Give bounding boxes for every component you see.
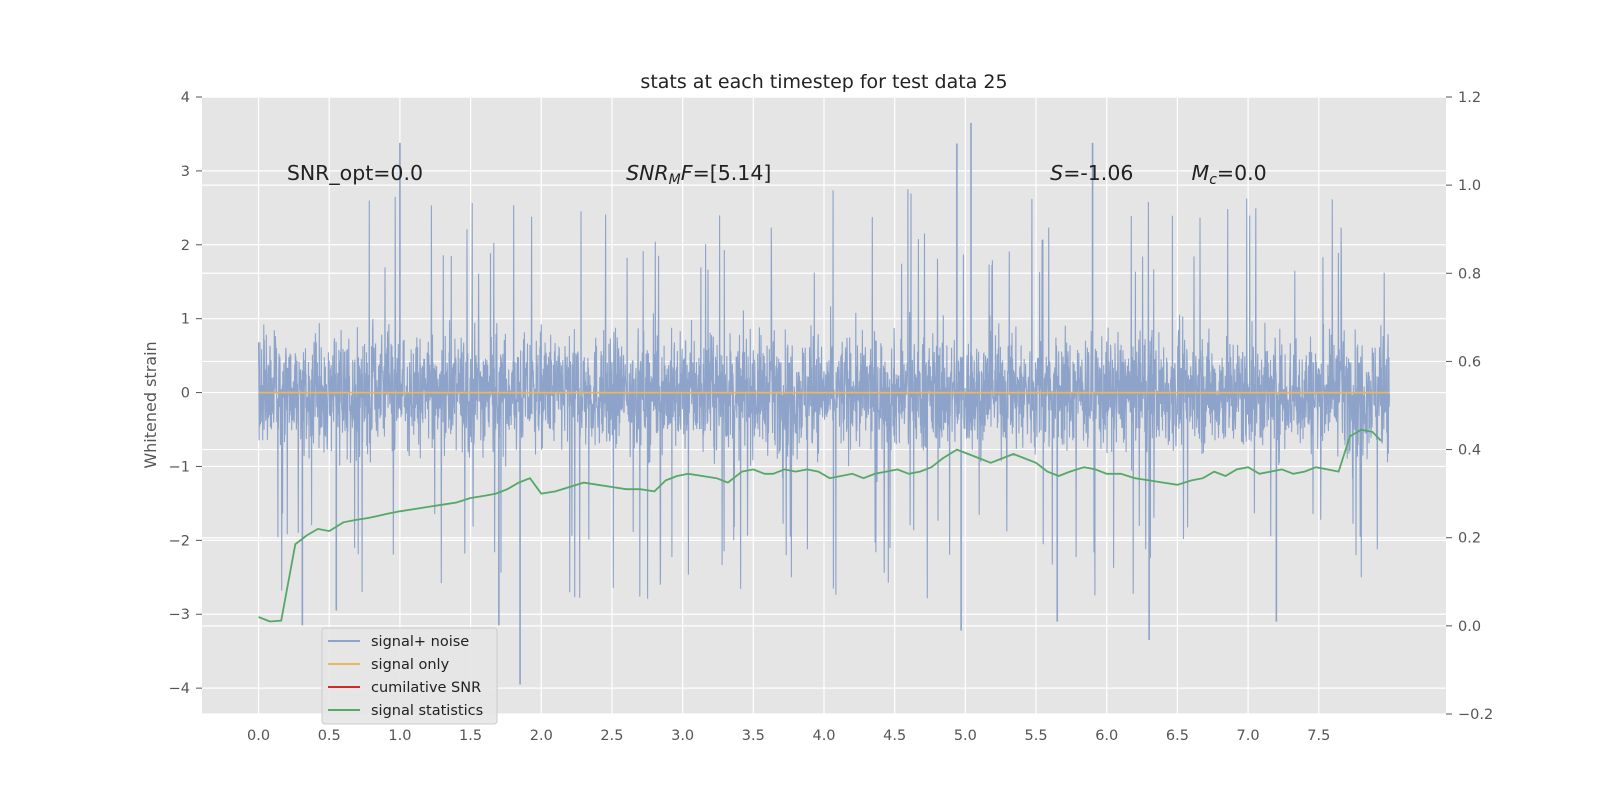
legend-label: cumilative SNR — [371, 680, 481, 696]
annotation-mc: Mc=0.0 — [1192, 161, 1267, 188]
x-tick-label: 0.0 — [247, 728, 270, 744]
x-tick-label: 7.5 — [1307, 728, 1330, 744]
y-tick-label: 0 — [181, 386, 190, 402]
legend-label: signal+ noise — [371, 634, 469, 650]
y-tick-label: −1 — [169, 459, 190, 475]
x-tick-label: 1.0 — [388, 728, 411, 744]
y-axis-label: Whitened strain — [141, 341, 160, 468]
annotation-s-stat: S=-1.06 — [1050, 161, 1133, 185]
x-tick-label: 3.5 — [742, 728, 765, 744]
x-tick-label: 7.0 — [1237, 728, 1260, 744]
y-tick-label: 1 — [181, 312, 190, 328]
y2-tick-label: 1.0 — [1458, 178, 1481, 194]
x-tick-label: 5.0 — [954, 728, 977, 744]
series-layer — [257, 122, 1391, 685]
y-tick-label: −2 — [169, 533, 190, 549]
x-tick-label: 6.5 — [1166, 728, 1189, 744]
y2-tick-label: −0.2 — [1458, 707, 1493, 723]
x-tick-label: 6.0 — [1095, 728, 1118, 744]
y-tick-label: −3 — [169, 607, 190, 623]
legend: signal+ noise signal only cumilative SNR si… — [321, 627, 498, 725]
annotation-layer: SNR_opt=0.0 SNRMF=[5.14] S=-1.06 Mc=0.0 — [287, 161, 1267, 188]
x-tick-label: 2.5 — [600, 728, 623, 744]
y-tick-label: −4 — [169, 681, 190, 697]
y2-tick-label: 0.4 — [1458, 443, 1481, 459]
legend-label: signal statistics — [371, 703, 483, 719]
x-tick-label: 1.5 — [459, 728, 482, 744]
y-tick-label: 4 — [181, 90, 190, 106]
chart-title: stats at each timestep for test data 25 — [640, 71, 1007, 93]
x-tick-label: 3.0 — [671, 728, 694, 744]
legend-box — [321, 627, 498, 725]
x-tick-label: 0.5 — [318, 728, 341, 744]
y2-tick-label: 0.2 — [1458, 531, 1481, 547]
x-tick-label: 2.0 — [530, 728, 553, 744]
y-tick-label: 2 — [181, 238, 190, 254]
y2-tick-label: 0.8 — [1458, 266, 1481, 282]
x-tick-label: 5.5 — [1025, 728, 1048, 744]
legend-label: signal only — [371, 657, 450, 673]
series-signal-statistics-line — [258, 428, 1382, 623]
y2-tick-label: 0.0 — [1458, 619, 1481, 635]
series-signal-noise-line — [257, 189, 1391, 599]
y2-tick-label: 0.6 — [1458, 354, 1481, 370]
y2-tick-label: 1.2 — [1458, 90, 1481, 106]
y-tick-label: 3 — [181, 164, 190, 180]
annotation-snr-mf: SNRMF=[5.14] — [626, 161, 771, 188]
axis-layer: 0.0 0.5 1.0 1.5 2.0 2.5 3.0 3.5 4.0 4.5 5.0 5.5 6.0 6… — [169, 90, 1494, 744]
x-tick-label: 4.5 — [883, 728, 906, 744]
x-tick-label: 4.0 — [812, 728, 835, 744]
annotation-snr-opt: SNR_opt=0.0 — [287, 161, 423, 186]
